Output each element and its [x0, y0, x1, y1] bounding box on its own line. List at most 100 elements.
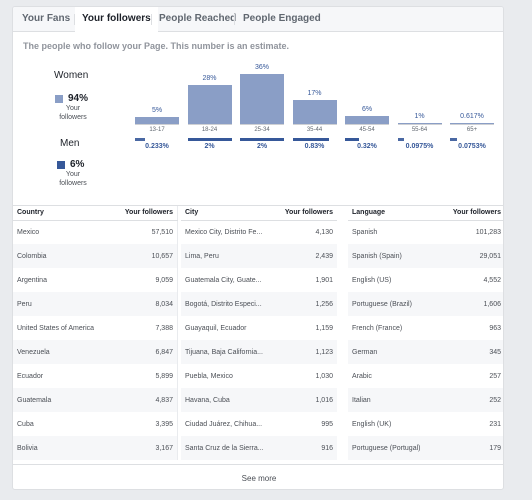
country-followers-header[interactable]: Your followers [111, 206, 178, 221]
row-label: Lima, Peru [181, 244, 276, 268]
women-bar[interactable] [397, 122, 442, 124]
table-row: German 345 [348, 340, 503, 364]
table-row: Guayaquil, Ecuador 1,159 [181, 316, 337, 340]
legend-men-sub: Your followers [59, 171, 87, 187]
tab-people-engaged[interactable]: People Engaged [243, 13, 321, 24]
row-value: 2,439 [275, 244, 337, 268]
tab-your-fans[interactable]: Your Fans [22, 13, 71, 24]
row-value: 29,051 [438, 244, 503, 268]
row-value: 1,123 [275, 340, 337, 364]
table-row: Arabic 257 [348, 364, 503, 388]
row-value: 3,167 [111, 436, 178, 460]
row-label: Portuguese (Portugal) [348, 436, 439, 460]
tab-people-reached[interactable]: People Reached [159, 13, 237, 24]
women-pct-label: 17% [307, 90, 322, 98]
language-followers-header[interactable]: Your followers [438, 206, 503, 221]
legend-women-pct: 94% [68, 93, 89, 104]
table-row: Mexico City, Distrito Fe... 4,130 [181, 220, 337, 244]
row-label: Arabic [352, 372, 372, 380]
row-label: Ciudad Juárez, Chihua... [185, 420, 263, 428]
table-row: Cuba 3,395 [13, 412, 178, 436]
axis-line [135, 124, 179, 125]
table-row: Bogotá, Distrito Especi... 1,256 [181, 292, 337, 316]
women-pct-label: 36% [254, 64, 269, 71]
age-tick-label: 65+ [466, 127, 478, 133]
row-label: Spanish (Spain) [348, 244, 439, 268]
table-row: Spanish (Spain) 29,051 [348, 244, 503, 268]
women-pct-label: 1% [414, 112, 425, 120]
tab-your-followers[interactable]: Your followers [75, 7, 158, 33]
row-value: 1,016 [275, 388, 337, 412]
women-bar[interactable] [345, 115, 389, 124]
axis-line [187, 124, 232, 125]
see-more-button[interactable]: See more [13, 464, 503, 489]
row-label: Guatemala City, Guate... [185, 276, 262, 284]
axis-line [397, 124, 442, 125]
row-value: 8,034 [111, 292, 178, 316]
row-value: 10,657 [111, 244, 178, 268]
men-bar[interactable] [397, 138, 405, 141]
row-label: Bogotá, Distrito Especi... [181, 292, 276, 316]
row-label: Colombia [13, 244, 112, 268]
row-value: 231 [489, 420, 501, 428]
row-label: French (France) [352, 324, 403, 332]
row-value: 963 [489, 324, 501, 332]
city-followers-header[interactable]: Your followers [275, 206, 337, 221]
table-row: Portuguese (Portugal) 179 [348, 436, 503, 460]
language-header[interactable]: Language [348, 206, 439, 221]
row-label: Peru [13, 292, 112, 316]
women-pct-label: 5% [151, 107, 163, 115]
description-text: The people who follow your Page. This nu… [23, 41, 290, 51]
men-bar[interactable] [345, 138, 360, 141]
axis-line [345, 124, 389, 125]
women-bar[interactable] [240, 74, 284, 124]
row-label: Italian [348, 388, 439, 412]
row-value: 1,159 [315, 324, 333, 332]
table-row: Ciudad Juárez, Chihua... 995 [181, 412, 337, 436]
women-bar[interactable] [187, 85, 232, 124]
men-bar[interactable] [187, 138, 232, 141]
legend-women-sub: Your followers [59, 105, 87, 121]
row-label: United States of America [17, 324, 95, 332]
row-label: Argentina [17, 276, 47, 284]
table-row: Spanish 101,283 [348, 220, 503, 244]
country-header[interactable]: Country [13, 206, 112, 221]
men-bar[interactable] [240, 138, 284, 141]
age-tick-label: 45-54 [359, 127, 375, 133]
men-pct-label: 2% [256, 143, 268, 150]
table-row: Puebla, Mexico 1,030 [181, 364, 337, 388]
row-label: Ecuador [17, 372, 44, 380]
row-label: Bolivia [13, 436, 112, 460]
women-bar[interactable] [135, 117, 179, 124]
followers-card: Your Fans Your followers People Reached … [12, 6, 504, 490]
men-bar[interactable] [450, 138, 457, 141]
row-value: 345 [438, 340, 503, 364]
row-value: 1,606 [438, 292, 503, 316]
row-value: 4,552 [483, 276, 501, 284]
age-gender-chart: 5% 13-17 0.233% 28% 18-24 2% 36% 25-34 2% 17% 35-4… [131, 51, 503, 161]
age-tick-label: 13-17 [149, 127, 165, 133]
table-row: Colombia 10,657 [13, 244, 178, 268]
row-value: 995 [321, 420, 333, 428]
row-label: Mexico [17, 228, 40, 236]
row-label: Portuguese (Brazil) [348, 292, 439, 316]
men-bar[interactable] [292, 138, 330, 141]
men-color-swatch [57, 161, 65, 169]
row-value: 5,899 [155, 372, 173, 380]
city-header[interactable]: City [181, 206, 276, 221]
women-bar[interactable] [292, 100, 337, 124]
row-label: Venezuela [13, 340, 112, 364]
row-value: 916 [275, 436, 337, 460]
table-row: Bolivia 3,167 [13, 436, 178, 460]
row-label: Tijuana, Baja California... [181, 340, 276, 364]
women-pct-label: 28% [202, 75, 217, 83]
row-value: 179 [438, 436, 503, 460]
men-pct-label: 2% [204, 143, 215, 150]
men-bar[interactable] [135, 138, 146, 141]
table-row: English (UK) 231 [348, 412, 503, 436]
women-bar[interactable] [450, 123, 494, 124]
legend-women-title: Women [54, 70, 89, 81]
men-pct-label: 0.0975% [405, 143, 434, 150]
table-row: Havana, Cuba 1,016 [181, 388, 337, 412]
city-table: City Your followers Mexico City, Distrit… [181, 206, 337, 460]
